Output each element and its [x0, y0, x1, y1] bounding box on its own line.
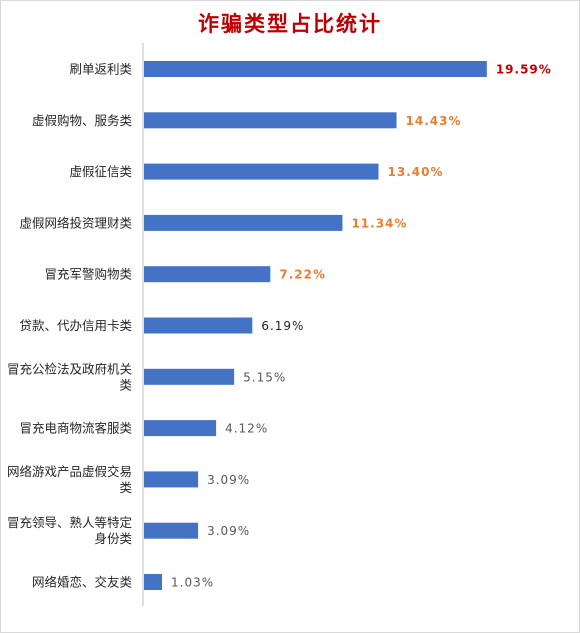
- bar: [144, 317, 253, 334]
- data-label: 19.59%: [496, 63, 552, 77]
- category-label: 贷款、代办信用卡类: [19, 318, 132, 333]
- bar: [144, 522, 199, 539]
- bar: [144, 163, 379, 180]
- data-label: 5.15%: [243, 370, 286, 384]
- data-label: 6.19%: [261, 319, 304, 333]
- data-label: 3.09%: [207, 524, 250, 538]
- data-label: 14.43%: [406, 114, 462, 128]
- data-label: 4.12%: [225, 422, 268, 436]
- category-label: 虚假网络投资理财类: [19, 215, 132, 230]
- category-label: 虚假购物、服务类: [32, 113, 133, 128]
- category-label: 网络游戏产品虚假交易类: [7, 464, 133, 495]
- bar: [144, 420, 217, 437]
- data-label: 11.34%: [351, 216, 407, 230]
- bar: [144, 214, 343, 231]
- bar: [144, 112, 397, 129]
- category-label: 刷单返利类: [69, 62, 132, 77]
- category-label: 冒充军警购物类: [44, 267, 132, 282]
- category-label: 虚假征信类: [69, 164, 132, 179]
- bar: [144, 61, 487, 77]
- bar: [144, 368, 235, 385]
- bar: [144, 471, 199, 488]
- bar: [144, 574, 163, 590]
- bar: [144, 266, 271, 283]
- category-label: 冒充电商物流客服类: [19, 421, 132, 436]
- chart-title: 诈骗类型占比统计: [198, 12, 382, 36]
- category-label: 冒充公检法及政府机关类: [7, 361, 133, 392]
- category-label: 网络婚恋、交友类: [32, 575, 133, 590]
- data-label: 13.40%: [388, 165, 444, 179]
- category-label: 冒充领导、熟人等特定身份类: [7, 515, 133, 546]
- data-label: 3.09%: [207, 473, 250, 487]
- data-label: 1.03%: [171, 576, 214, 590]
- data-label: 7.22%: [279, 268, 326, 282]
